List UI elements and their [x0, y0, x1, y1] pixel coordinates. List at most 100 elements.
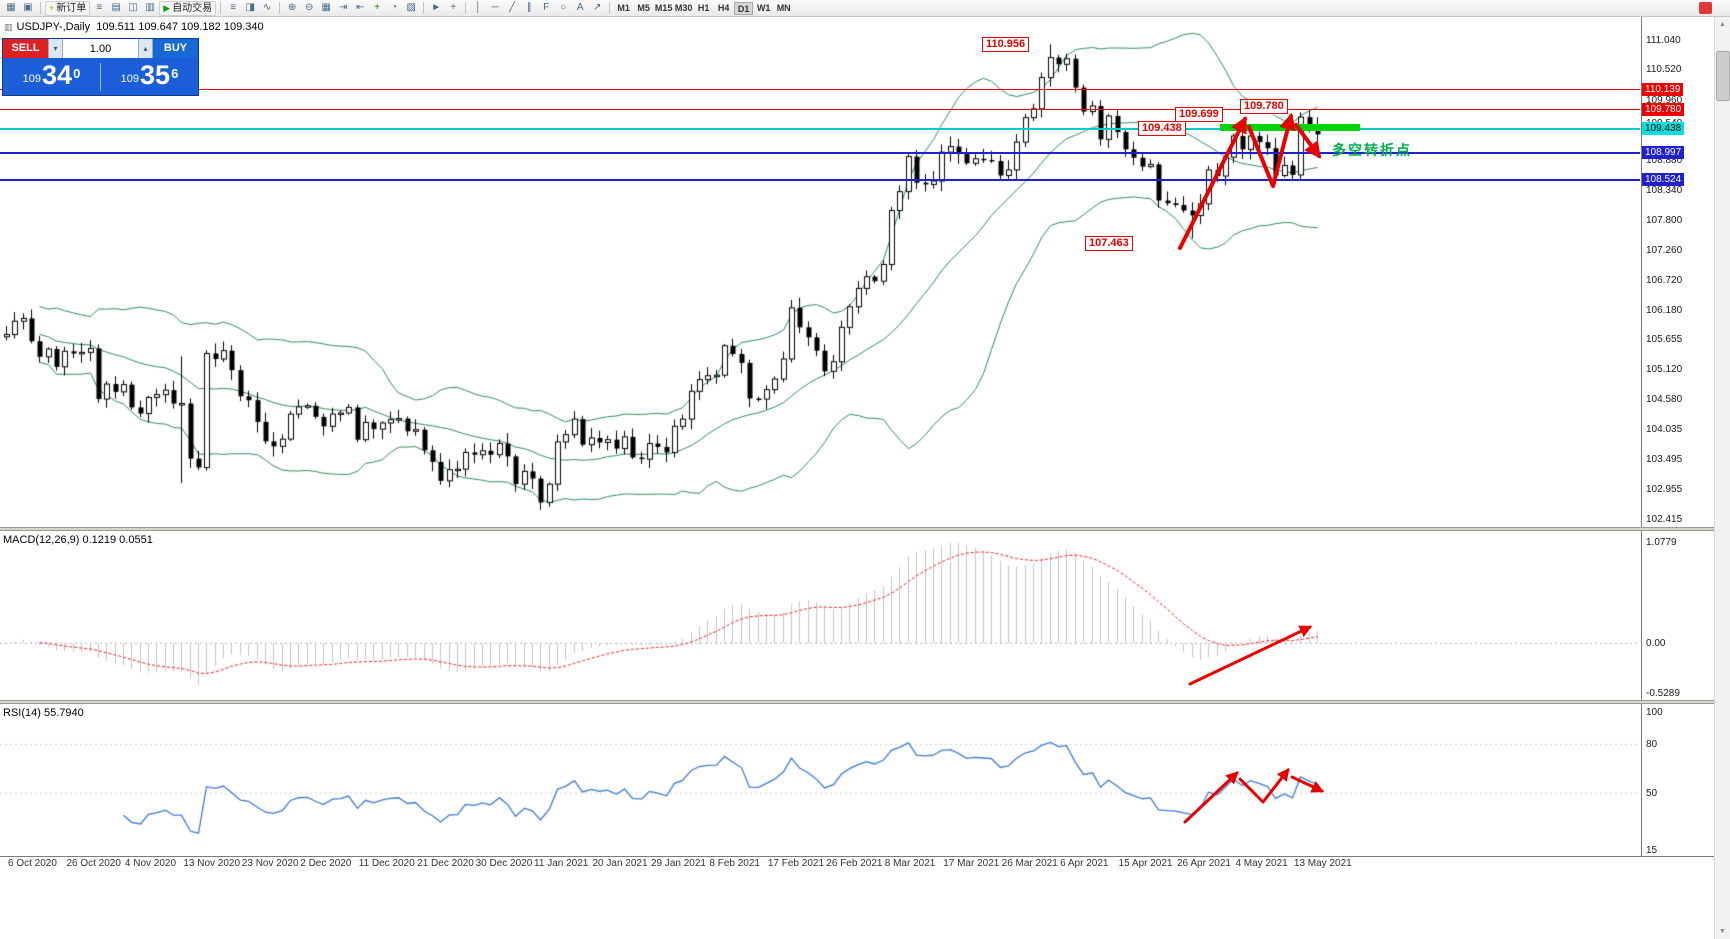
bid-price[interactable]: 109 34 0 [3, 61, 100, 91]
cursor-icon[interactable]: ► [431, 2, 442, 13]
date-label: 13 Nov 2020 [183, 858, 241, 869]
ask-price[interactable]: 109 35 6 [101, 61, 198, 91]
chart-symbol-header: ▥ USDJPY-,Daily 109.511 109.647 109.182 1… [4, 21, 264, 33]
date-label: 26 Apr 2021 [1177, 858, 1231, 869]
candlestick-chart-icon[interactable]: ◨ [245, 2, 255, 13]
date-label: 8 Mar 2021 [884, 858, 936, 869]
timeframe-M15[interactable]: M15 [654, 2, 673, 13]
new-order-button[interactable]: + 新订单 [45, 0, 91, 16]
price-badge-110.139: 110.139 [1642, 82, 1684, 96]
chart-shift-icon[interactable]: ⇤ [355, 2, 365, 13]
rsi-scale-label: 50 [1646, 788, 1658, 800]
date-label: 23 Nov 2020 [241, 858, 299, 869]
timeframe-W1[interactable]: W1 [756, 2, 771, 13]
price-annotation-low[interactable]: 107.463 [1085, 236, 1133, 251]
date-label: 2 Dec 2020 [300, 858, 352, 869]
date-label: 30 Dec 2020 [475, 858, 533, 869]
zoom-out-icon[interactable]: ⊖ [304, 2, 314, 13]
trendline-icon[interactable]: ╱ [509, 2, 516, 13]
macd-scale-label: -0.5289 [1646, 688, 1680, 699]
zoom-in-icon[interactable]: ⊕ [287, 2, 297, 13]
chart-icon: ▥ [4, 22, 13, 32]
indicators-icon[interactable]: + [374, 2, 381, 13]
buy-button[interactable]: BUY [153, 39, 198, 58]
text-icon[interactable]: A [576, 2, 584, 13]
vertical-line-icon[interactable]: │ [475, 2, 482, 13]
timeframe-M30[interactable]: M30 [674, 2, 693, 13]
scrollbar-thumb[interactable] [1716, 51, 1730, 101]
price-tick: 107.260 [1646, 245, 1683, 257]
date-label: 8 Feb 2021 [709, 858, 760, 869]
timeframe-H1[interactable]: H1 [697, 2, 710, 13]
bar-chart-icon[interactable]: ≡ [230, 2, 237, 13]
price-tick: 111.040 [1646, 34, 1681, 46]
data-window-icon[interactable]: ▤ [111, 2, 121, 13]
price-tick: 107.800 [1646, 214, 1683, 226]
date-label: 26 Oct 2020 [66, 858, 121, 869]
price-divider [100, 62, 101, 91]
templates-icon[interactable]: ▧ [406, 2, 416, 13]
timeframe-MN[interactable]: MN [776, 2, 791, 13]
bid-prefix: 109 [22, 72, 42, 85]
line-chart-icon[interactable]: ∿ [262, 2, 272, 13]
volume-input[interactable] [63, 39, 138, 58]
price-annotation-resistance2[interactable]: 109.780 [1240, 99, 1288, 114]
shapes-icon[interactable]: ○ [560, 2, 567, 13]
date-label: 26 Feb 2021 [826, 858, 883, 869]
date-label: 6 Oct 2020 [8, 858, 57, 869]
timeframe-H4[interactable]: H4 [717, 2, 730, 13]
autotrading-button-glyph: ▶ [163, 2, 171, 13]
price-tick: 109.960 [1646, 94, 1683, 106]
panel-separator[interactable] [0, 527, 1730, 531]
new-chart-icon[interactable]: ▦ [6, 2, 16, 13]
macd-scale-label: 0.00 [1646, 638, 1666, 649]
bid-sup: 0 [73, 65, 81, 81]
horizontal-line-110.139[interactable] [0, 89, 1640, 91]
volume-decrease-button[interactable]: ▾ [48, 39, 63, 58]
rsi-header: RSI(14) 55.7940 [3, 707, 84, 719]
date-label: 21 Dec 2020 [417, 858, 474, 869]
sell-button[interactable]: SELL [3, 39, 48, 58]
vertical-scrollbar[interactable]: ▲ ▼ [1714, 17, 1730, 939]
price-tick: 110.520 [1646, 63, 1682, 75]
scroll-up-button[interactable]: ▲ [1719, 21, 1726, 28]
channel-icon[interactable]: ∥ [526, 2, 532, 13]
date-label: 17 Feb 2021 [767, 858, 825, 869]
date-label: 11 Dec 2020 [358, 858, 415, 869]
toolbar-separator [40, 2, 41, 14]
market-watch-icon[interactable]: ≡ [96, 2, 103, 13]
autotrading-button[interactable]: ▶ 自动交易 [159, 0, 217, 16]
horizontal-line-108.524[interactable] [0, 178, 1640, 181]
horizontal-line-109.438[interactable] [0, 127, 1640, 130]
navigator-icon[interactable]: ◫ [128, 2, 138, 13]
timeframe-M5[interactable]: M5 [637, 2, 650, 13]
resistance-highlight-bar[interactable] [1220, 124, 1360, 131]
crosshair-icon[interactable]: + [450, 2, 457, 13]
periods-icon[interactable]: ◔ [391, 2, 398, 13]
rsi-scale-label: 80 [1646, 739, 1658, 751]
timeframe-M1[interactable]: M1 [617, 2, 630, 13]
date-label: 6 Apr 2021 [1060, 858, 1109, 869]
auto-scroll-icon[interactable]: ⇥ [338, 2, 348, 13]
arrows-icon[interactable]: ↗ [592, 2, 602, 13]
price-tick: 104.580 [1646, 394, 1683, 406]
profiles-icon[interactable]: ▣ [23, 2, 33, 13]
price-annotation-high[interactable]: 110.956 [982, 37, 1030, 52]
terminal-icon[interactable]: ▥ [145, 2, 155, 13]
fibonacci-icon[interactable]: F [543, 2, 550, 13]
price-annotation-resistance1[interactable]: 109.699 [1175, 107, 1223, 122]
panel-separator[interactable] [0, 700, 1730, 704]
timeframe-D1[interactable]: D1 [734, 1, 754, 15]
horizontal-line-108.997[interactable] [0, 152, 1640, 155]
horizontal-line-icon[interactable]: ─ [491, 2, 499, 13]
turning-point-note[interactable]: 多空转折点 [1332, 142, 1412, 158]
horizontal-line-109.78[interactable] [0, 109, 1640, 111]
scroll-down-button[interactable]: ▼ [1719, 928, 1726, 935]
alert-icon[interactable] [1699, 2, 1712, 14]
volume-increase-button[interactable]: ▴ [138, 39, 153, 58]
tile-windows-icon[interactable]: ▦ [321, 2, 331, 13]
price-annotation-support[interactable]: 109.438 [1138, 121, 1186, 136]
price-badge-108.997: 108.997 [1642, 146, 1685, 160]
date-label: 11 Jan 2021 [534, 858, 589, 869]
